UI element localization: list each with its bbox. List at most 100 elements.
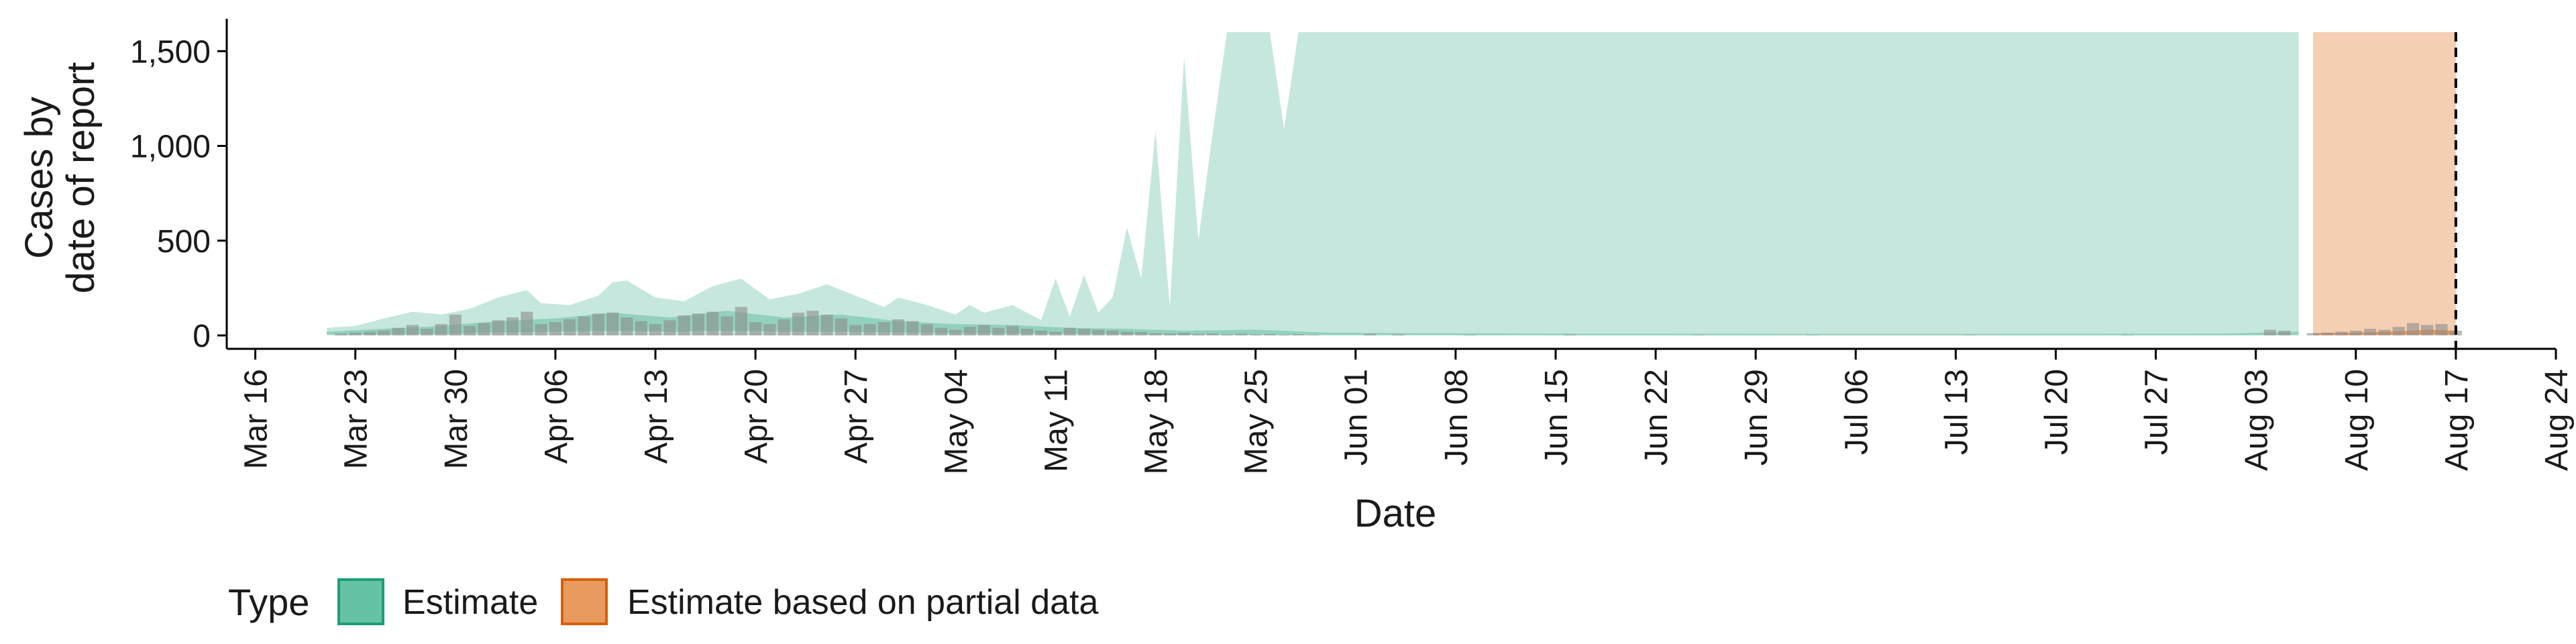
reported-bar-23 [663, 320, 676, 335]
reported-bar-4 [392, 327, 405, 335]
reported-bar-78 [2278, 330, 2291, 335]
reported-bar-43 [949, 329, 962, 335]
reported-bar-7 [435, 324, 447, 335]
reported-bar-15 [549, 322, 561, 335]
x-tick-label: Aug 24 [2539, 369, 2575, 471]
reported-bar-26 [706, 311, 719, 335]
reported-bar-60 [1192, 333, 1205, 335]
reported-bar-45 [977, 325, 990, 335]
reported-bar-59 [1178, 333, 1191, 335]
reported-bar-0 [335, 333, 347, 335]
reported-bar-88 [2435, 324, 2448, 335]
reported-bar-62 [1221, 334, 1234, 335]
reported-bar-2 [364, 331, 376, 335]
x-tick-label: Aug 10 [2339, 369, 2375, 471]
x-tick-label: Jun 15 [1539, 369, 1574, 466]
x-tick-label: May 25 [1239, 369, 1275, 474]
band-partial-outer-2 [2312, 32, 2456, 335]
reported-bar-34 [820, 314, 833, 335]
x-tick-label: Mar 23 [339, 369, 374, 469]
legend-title: Type [228, 581, 309, 623]
reported-bar-44 [963, 327, 976, 335]
reported-bar-48 [1020, 329, 1033, 335]
reported-bar-57 [1149, 333, 1162, 335]
reported-bar-13 [521, 311, 533, 335]
y-tick-label: 500 [157, 224, 211, 260]
reported-bar-5 [406, 325, 419, 335]
legend-label-0: Estimate [402, 583, 538, 622]
x-tick-label: Apr 27 [839, 369, 874, 464]
reported-bar-27 [720, 316, 733, 336]
reported-bar-20 [621, 317, 633, 335]
y-axis-title-line-1: Cases by [17, 97, 61, 259]
reported-bar-51 [1063, 327, 1076, 335]
reported-bar-25 [692, 313, 704, 335]
y-axis-ticks: 0 500 1,000 1,500 [130, 34, 227, 354]
reported-bar-86 [2406, 323, 2419, 335]
x-tick-label: May 18 [1139, 369, 1175, 474]
reported-bar-32 [792, 313, 805, 335]
x-axis-title: Date [1354, 492, 1437, 535]
x-tick-label: Jul 20 [2039, 369, 2075, 455]
reported-bar-11 [492, 320, 504, 335]
estimate-bands [327, 32, 2456, 335]
reported-bar-83 [2364, 329, 2377, 335]
reported-bar-85 [2392, 327, 2405, 335]
reported-bar-9 [464, 325, 476, 335]
reported-bar-22 [649, 324, 662, 335]
reported-bar-53 [1092, 329, 1105, 335]
reported-bar-38 [877, 322, 890, 335]
reported-bar-61 [1206, 333, 1219, 335]
reported-bar-54 [1106, 330, 1119, 335]
y-tick-label: 0 [193, 319, 211, 354]
axes [225, 19, 2556, 350]
reported-bar-87 [2421, 325, 2434, 335]
reported-bar-77 [2263, 329, 2276, 335]
reported-bar-16 [564, 319, 576, 335]
reported-bar-81 [2335, 331, 2348, 335]
reported-bar-28 [735, 307, 747, 335]
reported-bar-36 [849, 325, 862, 335]
reported-bar-33 [806, 311, 819, 335]
reported-bar-42 [935, 327, 948, 335]
reported-bar-50 [1049, 331, 1062, 335]
reported-bar-14 [535, 324, 547, 335]
reported-bar-47 [1006, 325, 1019, 335]
reported-bar-41 [920, 324, 933, 335]
x-tick-label: May 04 [938, 369, 974, 474]
reported-bar-39 [892, 319, 905, 335]
x-tick-label: Jun 29 [1739, 369, 1774, 466]
x-tick-label: Jun 01 [1339, 369, 1375, 466]
y-tick-label: 1,500 [130, 34, 211, 70]
reported-bar-63 [1235, 333, 1248, 335]
reported-bar-18 [592, 313, 604, 335]
x-tick-label: Apr 06 [539, 369, 574, 464]
reported-bar-30 [763, 324, 776, 335]
x-tick-label: Apr 20 [739, 369, 774, 464]
reported-bar-84 [2378, 329, 2391, 335]
x-tick-label: Jul 13 [1939, 369, 1974, 455]
reported-bar-56 [1135, 331, 1148, 335]
legend: Type Estimate Estimate based on partial d… [228, 578, 1099, 625]
reported-bar-19 [606, 313, 619, 335]
reported-bar-37 [863, 324, 876, 335]
x-tick-label: Aug 03 [2239, 369, 2275, 471]
reported-bar-52 [1078, 329, 1091, 335]
reported-bar-8 [449, 314, 462, 335]
reported-case-bars [335, 307, 2462, 336]
reported-bar-24 [678, 315, 690, 335]
x-tick-label: Mar 16 [239, 369, 274, 469]
y-tick-label: 1,000 [130, 129, 211, 165]
reported-bar-10 [478, 323, 490, 335]
reported-bar-49 [1035, 330, 1048, 335]
reported-bar-21 [635, 321, 647, 335]
reported-bar-65 [1263, 334, 1276, 335]
x-tick-label: Mar 30 [439, 369, 474, 469]
x-tick-label: Jun 22 [1639, 369, 1674, 466]
reported-bar-3 [378, 330, 390, 335]
reported-bar-35 [835, 318, 847, 335]
band-estimate-outer-0 [327, 32, 2299, 335]
reported-bar-46 [992, 327, 1005, 335]
y-axis-title-line-2: date of report [59, 62, 103, 294]
